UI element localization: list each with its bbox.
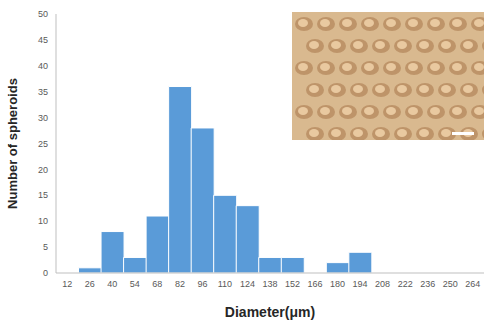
svg-text:264: 264 bbox=[465, 279, 480, 289]
svg-text:236: 236 bbox=[420, 279, 435, 289]
svg-text:Diameter(μm): Diameter(μm) bbox=[225, 304, 315, 320]
svg-text:45: 45 bbox=[38, 35, 48, 45]
svg-text:5: 5 bbox=[43, 242, 48, 252]
svg-text:26: 26 bbox=[85, 279, 95, 289]
svg-text:222: 222 bbox=[398, 279, 413, 289]
svg-text:10: 10 bbox=[38, 216, 48, 226]
svg-text:40: 40 bbox=[107, 279, 117, 289]
svg-text:194: 194 bbox=[353, 279, 368, 289]
svg-text:12: 12 bbox=[62, 279, 72, 289]
svg-text:96: 96 bbox=[197, 279, 207, 289]
svg-text:124: 124 bbox=[240, 279, 255, 289]
svg-text:138: 138 bbox=[262, 279, 277, 289]
svg-text:35: 35 bbox=[38, 87, 48, 97]
svg-text:208: 208 bbox=[375, 279, 390, 289]
svg-text:152: 152 bbox=[285, 279, 300, 289]
svg-text:40: 40 bbox=[38, 61, 48, 71]
svg-text:166: 166 bbox=[308, 279, 323, 289]
svg-text:30: 30 bbox=[38, 113, 48, 123]
svg-text:250: 250 bbox=[443, 279, 458, 289]
svg-text:Number of spheroids: Number of spheroids bbox=[5, 78, 20, 209]
svg-text:0: 0 bbox=[43, 268, 48, 278]
svg-text:110: 110 bbox=[218, 279, 232, 289]
svg-text:68: 68 bbox=[152, 279, 162, 289]
svg-text:25: 25 bbox=[38, 139, 48, 149]
svg-text:180: 180 bbox=[330, 279, 345, 289]
svg-text:15: 15 bbox=[38, 190, 48, 200]
svg-text:20: 20 bbox=[38, 165, 48, 175]
svg-text:82: 82 bbox=[175, 279, 185, 289]
svg-text:54: 54 bbox=[130, 279, 140, 289]
svg-text:50: 50 bbox=[38, 9, 48, 19]
